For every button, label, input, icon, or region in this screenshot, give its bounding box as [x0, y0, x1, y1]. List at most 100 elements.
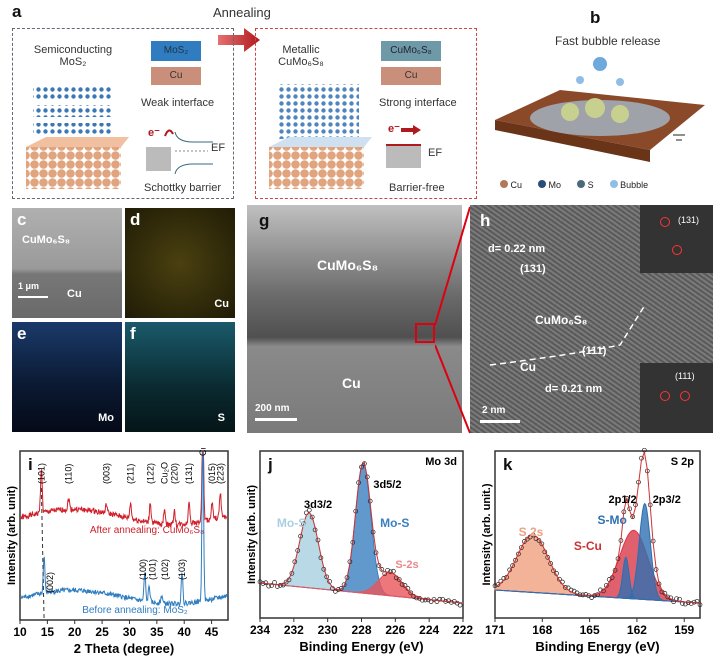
x-tick-label: 30 — [123, 625, 137, 639]
fft-inset-131: (131) — [640, 205, 713, 273]
x-axis-label: Binding Energy (eV) — [299, 639, 423, 654]
c-scale-bar: 1 μm — [18, 281, 40, 291]
data-point — [665, 594, 671, 600]
data-point — [557, 576, 562, 582]
zoom-lines — [435, 206, 471, 434]
data-point — [280, 582, 286, 588]
envelope-fit — [494, 451, 701, 604]
mos2-on-cu-model — [26, 87, 129, 189]
x-tick-label: 162 — [627, 623, 647, 637]
eds-map-cu: d Cu — [125, 208, 235, 318]
legend-bubble: Bubble — [609, 180, 648, 190]
peak-label: (220) — [169, 463, 179, 484]
fast-bubble-title: Fast bubble release — [555, 34, 661, 48]
x-tick-label: 224 — [419, 623, 439, 637]
y-axis-label: Intensity (arb. unit) — [246, 485, 258, 584]
peak-label: (101) — [36, 463, 46, 484]
x-tick-label: 234 — [250, 623, 270, 637]
legend-b: Cu Mo S Bubble — [500, 180, 648, 190]
envelope-fit — [259, 461, 461, 604]
electron-label-right: e⁻ — [388, 123, 400, 135]
data-point — [309, 514, 315, 520]
data-point — [539, 541, 545, 547]
data-point — [408, 590, 414, 596]
x-axis-label: Binding Energy (eV) — [535, 639, 659, 654]
fermi-level-label: EF — [211, 142, 226, 154]
component-label: S-2s — [395, 559, 418, 571]
barrier-free-label: Barrier-free — [389, 182, 445, 194]
annealing-arrow-icon — [218, 28, 260, 52]
chart-title: Mo 3d — [425, 456, 457, 468]
x-tick-label: 168 — [532, 623, 552, 637]
c-cu-label: Cu — [67, 288, 82, 300]
data-point — [624, 496, 630, 501]
data-point — [688, 601, 694, 606]
g-cu-label: Cu — [342, 375, 361, 391]
data-point — [324, 574, 330, 580]
peak-label: (100) — [138, 559, 148, 580]
data-point — [437, 596, 443, 602]
fermi-level-label-right: EF — [428, 147, 443, 159]
x-tick-label: 20 — [68, 625, 82, 639]
semiconductor-block — [146, 147, 171, 171]
peak-label: Cu₂O — [160, 462, 170, 484]
plot-frame — [494, 450, 701, 619]
peak-label: (103) — [177, 559, 187, 580]
schottky-band-icon — [164, 129, 213, 175]
metallic-title: Metallic CuMo₆S₈ — [278, 44, 324, 68]
component-label: S 2s — [519, 525, 544, 539]
x-tick-label: 228 — [351, 623, 371, 637]
y-axis-label: Intensity (arb. unit) — [6, 486, 18, 585]
data-point — [277, 583, 283, 588]
data-point — [379, 567, 385, 572]
data-point — [510, 563, 515, 568]
peak-label: (211) — [126, 464, 136, 484]
peak-label: (110) — [64, 464, 74, 484]
plot-frame — [19, 450, 229, 621]
component-label: Mo-S — [277, 516, 306, 530]
x-tick-label: 15 — [41, 625, 55, 639]
peak-label: (015) — [207, 463, 217, 484]
x-tick-label: 10 — [13, 625, 27, 639]
data-point — [338, 586, 344, 591]
c-phase-label: CuMo₆S₈ — [22, 234, 71, 246]
data-point — [422, 597, 428, 603]
xps-mo3d-chart-j: 234 232 230 228 226 224 222 Binding Energy (eV)… — [246, 450, 473, 654]
sem-image-c: c CuMo₆S₈ Cu 1 μm — [12, 208, 122, 318]
xrd-series-line — [20, 451, 228, 529]
data-point — [263, 580, 269, 586]
peak-label: (131) — [184, 463, 194, 484]
data-point — [694, 598, 700, 604]
legend-cu: Cu — [500, 180, 522, 190]
x-tick-label: 222 — [453, 623, 473, 637]
series-label: Before annealing: MoS₂ — [82, 605, 188, 616]
x-tick-label: 35 — [150, 625, 164, 639]
panel-label-k: k — [503, 455, 513, 474]
eds-map-s: f S — [125, 322, 235, 432]
peak-label: (101) — [147, 559, 157, 580]
x-tick-label: 25 — [95, 625, 109, 639]
xrd-series-line — [20, 451, 228, 608]
x-tick-label: 232 — [284, 623, 304, 637]
data-point — [521, 539, 527, 544]
peak-label: 2p3/2 — [653, 494, 681, 506]
data-point — [396, 577, 402, 582]
panel-label-a: a — [12, 2, 22, 21]
eds-map-mo: e Mo — [12, 322, 122, 432]
data-point — [536, 538, 542, 543]
semiconducting-title: Semiconducting MoS₂ — [33, 44, 113, 68]
data-point — [603, 583, 609, 588]
strong-interface-label: Strong interface — [379, 97, 457, 109]
data-point — [662, 590, 668, 596]
cu-layer: Cu — [151, 67, 201, 85]
mos2-layer: MoS₂ — [151, 41, 201, 61]
cu-layer-right: Cu — [381, 67, 441, 85]
component-label: Mo-S — [380, 516, 409, 530]
panel-label-j: j — [268, 455, 273, 474]
legend-mo: Mo — [538, 180, 561, 190]
h-scale-bar: 2 nm — [482, 405, 506, 416]
dashed-guide — [40, 487, 45, 621]
electron-arrow-icon — [401, 125, 421, 135]
xps-s2p-chart-k: 171 168 165 162 159 Binding Energy (eV) Intens… — [481, 448, 703, 654]
x-tick-label: 171 — [485, 623, 505, 637]
